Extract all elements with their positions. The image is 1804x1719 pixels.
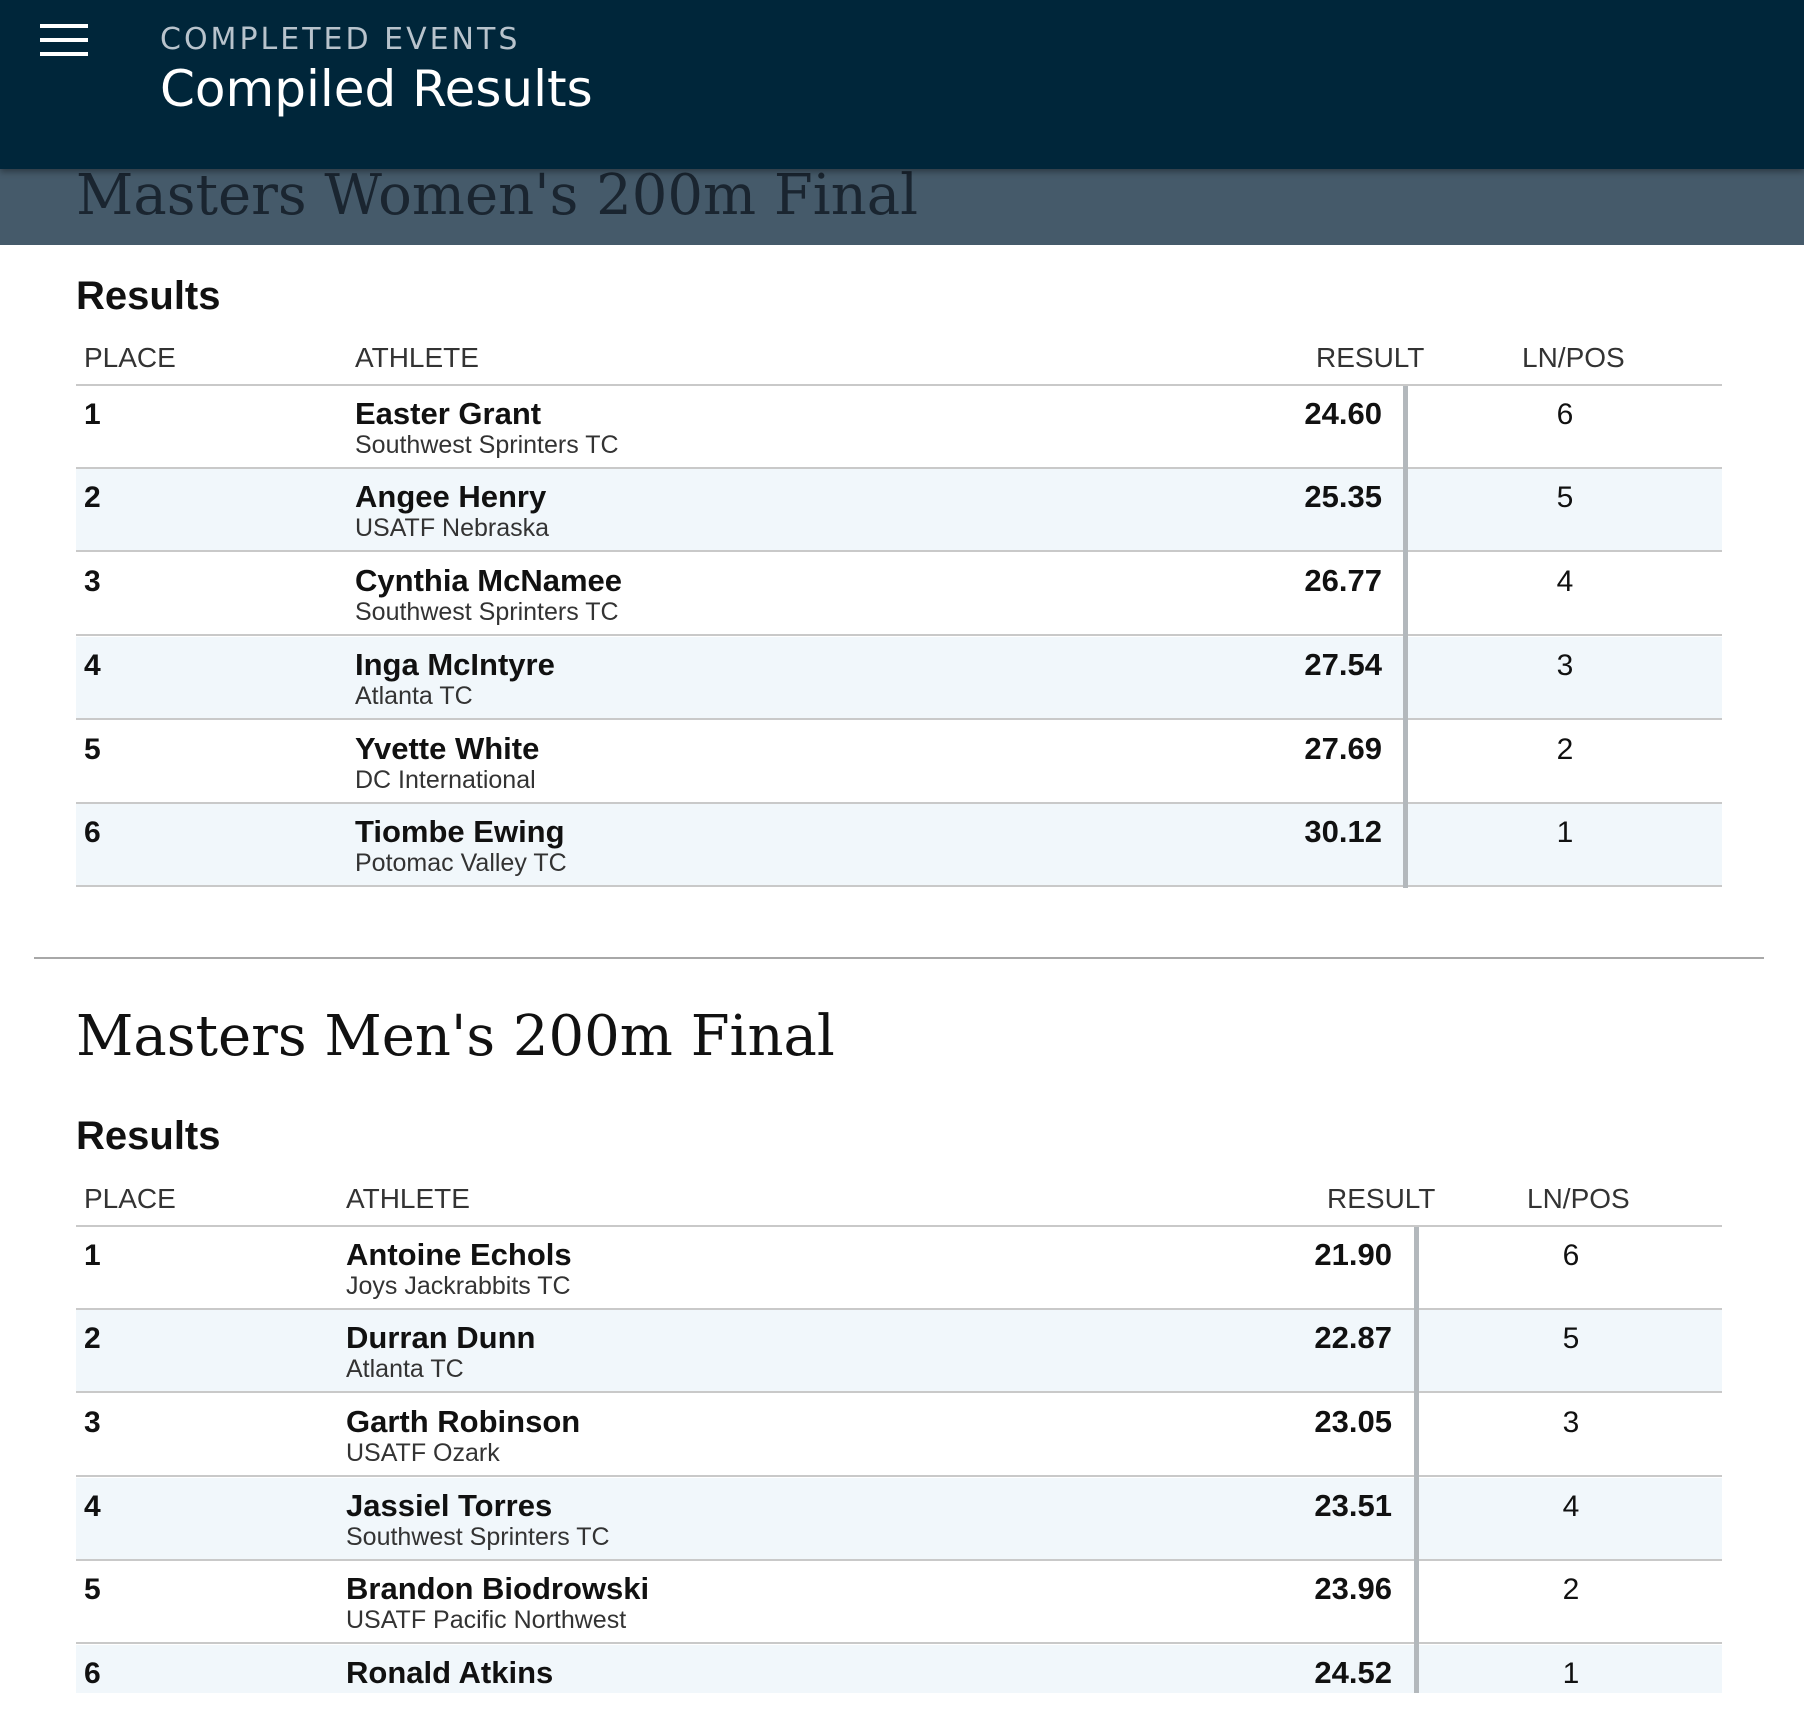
athlete-team: USATF Pacific Northwest xyxy=(346,1606,627,1634)
app-bar-subtitle: COMPLETED EVENTS xyxy=(160,22,521,57)
row-place: 5 xyxy=(84,1573,101,1606)
row-result: 22.87 xyxy=(1314,1320,1392,1355)
athlete-name: Durran Dunn xyxy=(346,1320,536,1355)
row-lnpos: 2 xyxy=(1562,1573,1580,1606)
table-header-rule xyxy=(76,384,1722,386)
column-header-place: PLACE xyxy=(84,342,176,373)
athlete-name: Yvette White xyxy=(355,731,540,766)
row-lnpos: 4 xyxy=(1562,1490,1580,1523)
row-result: 23.05 xyxy=(1314,1404,1392,1439)
athlete-team: Joys Jackrabbits TC xyxy=(346,1272,571,1300)
row-place: 6 xyxy=(84,1657,101,1690)
row-place: 4 xyxy=(84,1490,101,1523)
results-heading: Results xyxy=(76,274,221,318)
athlete-team: USATF Ozark xyxy=(346,1439,500,1467)
row-result: 27.54 xyxy=(1304,647,1382,682)
column-header-result: RESULT xyxy=(1316,342,1425,373)
athlete-name: Cynthia McNamee xyxy=(355,563,623,598)
row-place: 3 xyxy=(84,565,101,598)
table-row[interactable]: 6 Tiombe Ewing Potomac Valley TC 30.12 1 xyxy=(76,804,1722,887)
table-row[interactable]: 2 Angee Henry USATF Nebraska 25.35 5 xyxy=(76,469,1722,552)
row-lnpos: 3 xyxy=(1556,649,1574,682)
app-bar: COMPLETED EVENTS Compiled Results xyxy=(0,0,1804,169)
table-row[interactable]: 5 Yvette White DC International 27.69 2 xyxy=(76,721,1722,804)
event-section-women: Results PLACE ATHLETE RESULT LN/POS 1 Ea… xyxy=(76,274,1722,888)
row-result: 23.96 xyxy=(1314,1571,1392,1606)
row-lnpos: 6 xyxy=(1556,398,1574,431)
athlete-team: Southwest Sprinters TC xyxy=(346,1523,610,1551)
column-header-result: RESULT xyxy=(1327,1183,1436,1214)
row-place: 3 xyxy=(84,1406,101,1439)
athlete-name: Brandon Biodrowski xyxy=(346,1571,650,1606)
table-row[interactable]: 3 Cynthia McNamee Southwest Sprinters TC… xyxy=(76,553,1722,636)
column-header-athlete: ATHLETE xyxy=(346,1183,470,1214)
sticky-event-title: Masters Women's 200m Final xyxy=(76,169,919,228)
row-place: 5 xyxy=(84,733,101,766)
column-header-lnpos: LN/POS xyxy=(1522,342,1625,373)
app-bar-title: Compiled Results xyxy=(160,60,593,118)
row-place: 1 xyxy=(84,398,101,431)
results-heading: Results xyxy=(76,1114,221,1158)
athlete-name: Easter Grant xyxy=(355,396,542,431)
result-column-divider xyxy=(1403,386,1408,888)
athlete-team: Atlanta TC xyxy=(355,682,473,710)
row-result: 27.69 xyxy=(1304,731,1382,766)
athlete-team: Potomac Valley TC xyxy=(355,849,567,877)
athlete-name: Garth Robinson xyxy=(346,1404,581,1439)
row-lnpos: 3 xyxy=(1562,1406,1580,1439)
row-place: 2 xyxy=(84,1322,101,1355)
column-header-athlete: ATHLETE xyxy=(355,342,479,373)
row-place: 6 xyxy=(84,816,101,849)
row-place: 4 xyxy=(84,649,101,682)
table-row[interactable]: 5 Brandon Biodrowski USATF Pacific North… xyxy=(76,1561,1722,1644)
athlete-name: Angee Henry xyxy=(355,479,547,514)
athlete-team: Southwest Sprinters TC xyxy=(355,431,619,459)
row-place: 1 xyxy=(84,1239,101,1272)
athlete-name: Antoine Echols xyxy=(346,1237,572,1272)
row-result: 23.51 xyxy=(1314,1488,1392,1523)
row-result: 21.90 xyxy=(1314,1237,1392,1272)
table-header-rule xyxy=(76,1225,1722,1227)
row-lnpos: 5 xyxy=(1556,481,1574,514)
row-lnpos: 1 xyxy=(1562,1657,1580,1690)
athlete-name: Jassiel Torres xyxy=(346,1488,553,1523)
athlete-name: Ronald Atkins xyxy=(346,1655,554,1690)
row-lnpos: 4 xyxy=(1556,565,1574,598)
row-result: 26.77 xyxy=(1304,563,1382,598)
row-lnpos: 1 xyxy=(1556,816,1574,849)
table-row[interactable]: 2 Durran Dunn Atlanta TC 22.87 5 xyxy=(76,1310,1722,1393)
table-row[interactable]: 6 Ronald Atkins 24.52 1 xyxy=(76,1645,1722,1693)
row-lnpos: 6 xyxy=(1562,1239,1580,1272)
table-row[interactable]: 4 Inga McIntyre Atlanta TC 27.54 3 xyxy=(76,637,1722,720)
event-title: Masters Men's 200m Final xyxy=(76,1004,835,1069)
athlete-name: Tiombe Ewing xyxy=(355,814,565,849)
table-row[interactable]: 1 Antoine Echols Joys Jackrabbits TC 21.… xyxy=(76,1227,1722,1310)
section-divider xyxy=(34,957,1764,959)
row-result: 25.35 xyxy=(1304,479,1382,514)
athlete-team: Atlanta TC xyxy=(346,1355,464,1383)
athlete-team: DC International xyxy=(355,766,536,794)
table-row[interactable]: 4 Jassiel Torres Southwest Sprinters TC … xyxy=(76,1478,1722,1561)
column-header-place: PLACE xyxy=(84,1183,176,1214)
hamburger-menu-icon[interactable] xyxy=(40,24,90,58)
athlete-name: Inga McIntyre xyxy=(355,647,555,682)
row-place: 2 xyxy=(84,481,101,514)
row-result: 24.60 xyxy=(1304,396,1382,431)
athlete-team: Southwest Sprinters TC xyxy=(355,598,619,626)
athlete-team: USATF Nebraska xyxy=(355,514,550,542)
row-lnpos: 2 xyxy=(1556,733,1574,766)
result-column-divider xyxy=(1414,1227,1419,1693)
row-result: 30.12 xyxy=(1304,814,1382,849)
column-header-lnpos: LN/POS xyxy=(1527,1183,1630,1214)
row-lnpos: 5 xyxy=(1562,1322,1580,1355)
table-row[interactable]: 1 Easter Grant Southwest Sprinters TC 24… xyxy=(76,386,1722,469)
sticky-event-header: Masters Women's 200m Final xyxy=(0,169,1804,245)
table-row[interactable]: 3 Garth Robinson USATF Ozark 23.05 3 xyxy=(76,1394,1722,1477)
row-result: 24.52 xyxy=(1314,1655,1392,1690)
